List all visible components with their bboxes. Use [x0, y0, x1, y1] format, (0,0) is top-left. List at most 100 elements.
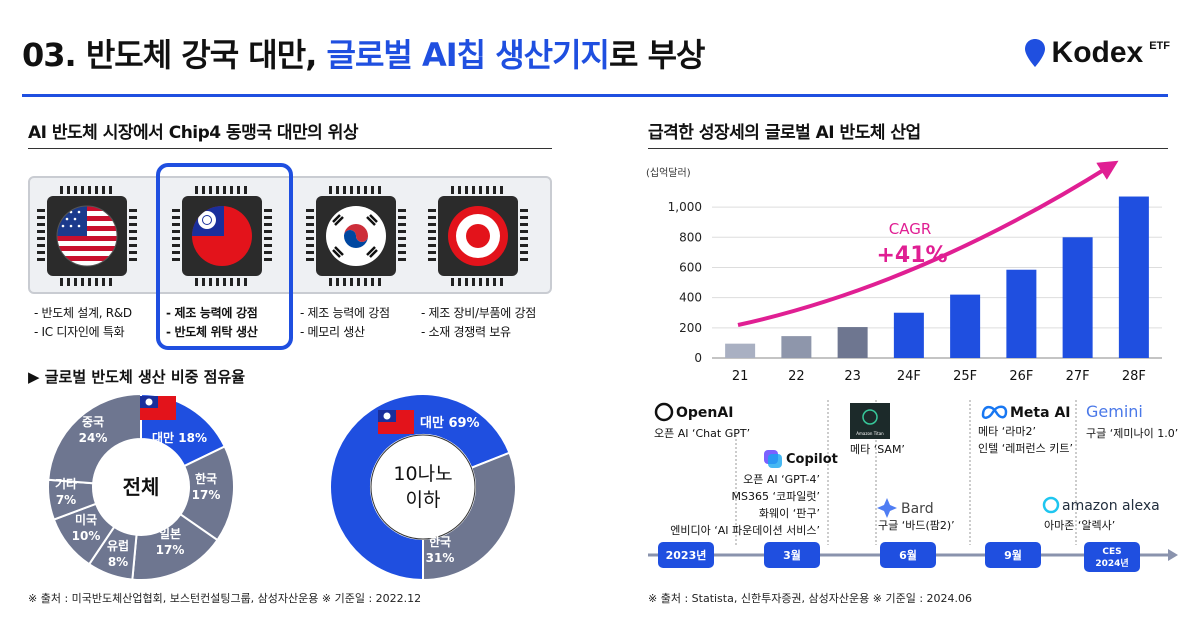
label-10nm-korea-pct: 31%	[426, 551, 455, 565]
donut-total-segments	[47, 392, 235, 581]
label-china: 중국	[82, 415, 104, 429]
event-openai: OpenAI 오픈 AI ‘Chat GPT’	[654, 402, 750, 440]
svg-text:3월: 3월	[783, 548, 801, 562]
left-source: ※ 출처 : 미국반도체산업협회, 보스턴컨설팅그룹, 삼성자산운용 ※ 기준일…	[28, 592, 422, 605]
svg-text:메타 ‘라마2’: 메타 ‘라마2’	[978, 425, 1036, 438]
ai-timeline: 2023년 3월 6월 9월 CES 2024년 OpenAI 오픈 AI ‘C…	[648, 400, 1178, 572]
svg-text:오픈 AI ‘Chat GPT’: 오픈 AI ‘Chat GPT’	[654, 427, 750, 440]
svg-text:화웨이 ‘판구’: 화웨이 ‘판구’	[759, 507, 820, 520]
svg-text:amazon alexa: amazon alexa	[1062, 498, 1160, 514]
bar-23	[837, 327, 868, 358]
event-copilot: Copilot 오픈 AI ‘GPT-4’ MS365 ‘코파일럿’ 화웨이 ‘…	[670, 450, 838, 537]
left-section-title: AI 반도체 시장에서 Chip4 동맹국 대만의 위상	[28, 123, 359, 143]
y-tick-labels: 0 200 400 600 800 1,000	[668, 200, 702, 365]
chart-bars	[725, 196, 1149, 358]
svg-text:MS365 ‘코파일럿’: MS365 ‘코파일럿’	[732, 489, 820, 503]
y-tick-label: 0	[694, 351, 702, 365]
bar-26F	[1006, 269, 1037, 358]
x-tick-label: 22	[788, 369, 805, 384]
label-korea-pct: 17%	[192, 488, 221, 502]
donut-10nm: 대만 69% 10나노 이하 한국 31%	[329, 393, 517, 582]
location-pin-icon	[1024, 39, 1045, 67]
chip-us	[37, 186, 137, 286]
donut-total: 전체 대만 18% 한국 17% 일본 17% 유럽 8% 미국 10% 기타 …	[47, 392, 235, 581]
share-title: ▶ 글로벌 반도체 생산 비중 점유율	[28, 368, 246, 386]
event-gemini: Gemini 구글 ‘제미나이 1.0’	[1086, 402, 1178, 440]
label-europe-pct: 8%	[108, 555, 128, 569]
alexa-icon	[1042, 496, 1060, 514]
badge-september: 9월	[985, 542, 1041, 568]
svg-text:9월: 9월	[1004, 548, 1022, 562]
gemini-logo: Gemini	[1086, 402, 1143, 421]
taiwan-flag-icon	[140, 396, 176, 420]
chip-desc-korea: - 제조 능력에 강점 - 메모리 생산	[300, 306, 390, 339]
event-meta-ai: Meta AI 메타 ‘라마2’ 인텔 ‘레퍼런스 키트’	[978, 405, 1073, 455]
kodex-logo: Kodex ETF	[1024, 36, 1170, 70]
svg-text:엔비디아 ‘AI 파운데이션 서비스’: 엔비디아 ‘AI 파운데이션 서비스’	[670, 524, 820, 537]
label-japan: 일본	[159, 527, 181, 541]
right-section-title: 급격한 성장세의 글로벌 AI 반도체 산업	[648, 123, 921, 143]
svg-text:구글 ‘바드(팜2)’: 구글 ‘바드(팜2)’	[878, 519, 955, 532]
svg-text:2023년: 2023년	[666, 548, 707, 562]
svg-text:인텔 ‘레퍼런스 키트’: 인텔 ‘레퍼런스 키트’	[978, 442, 1073, 455]
bar-27F	[1062, 237, 1093, 358]
chip-desc-japan: - 제조 장비/부품에 강점 - 소재 경쟁력 보유	[421, 306, 536, 339]
bar-21	[725, 343, 756, 358]
svg-text:Amazon Titan: Amazon Titan	[856, 431, 884, 436]
cagr-arrow	[737, 160, 1119, 327]
event-meta-sam: Amazon Titan 메타 ‘SAM’	[850, 403, 905, 456]
badge-2023: 2023년	[658, 542, 714, 568]
chip-japan	[428, 186, 528, 286]
y-axis-unit: (십억달러)	[646, 167, 691, 179]
bar-25F	[950, 294, 981, 358]
x-tick-label: 28F	[1122, 369, 1146, 384]
taiwan-highlight-frame	[156, 163, 293, 350]
label-usa: 미국	[75, 512, 97, 527]
badge-march: 3월	[764, 542, 820, 568]
header-divider	[22, 94, 1168, 97]
right-section-rule	[648, 148, 1168, 149]
korea-flag-icon	[326, 206, 386, 266]
amazon-titan-icon	[850, 403, 890, 439]
x-tick-label: 24F	[897, 369, 921, 384]
svg-text:2024년: 2024년	[1095, 557, 1128, 569]
bar-chart: (십억달러) 0 200 400 600 800 1,000 21 22 23 24F 25F 26…	[646, 160, 1162, 384]
badge-june: 6월	[880, 542, 936, 568]
badge-ces-2024: CES 2024년	[1084, 542, 1140, 572]
right-source: ※ 출처 : Statista, 신한투자증권, 삼성자산운용 ※ 기준일 : …	[648, 592, 973, 605]
bar-28F	[1118, 196, 1149, 358]
y-tick-label: 1,000	[668, 200, 702, 214]
label-korea: 한국	[195, 471, 217, 486]
label-other: 기타	[55, 476, 77, 491]
left-section-rule	[28, 148, 552, 149]
bar-22	[781, 336, 812, 358]
event-bard: Bard 구글 ‘바드(팜2)’	[877, 498, 955, 532]
cagr-value: +41%	[876, 243, 947, 268]
bard-sparkle-icon	[877, 498, 897, 518]
svg-text:Bard: Bard	[901, 501, 934, 517]
y-tick-label: 600	[679, 260, 702, 274]
x-tick-label: 27F	[1066, 369, 1090, 384]
y-tick-label: 200	[679, 321, 702, 335]
japan-flag-icon	[448, 206, 508, 266]
label-usa-pct: 10%	[72, 529, 101, 543]
label-taiwan: 대만 18%	[152, 430, 207, 445]
copilot-icon	[764, 450, 782, 468]
y-tick-label: 800	[679, 230, 702, 244]
x-tick-label: 26F	[1009, 369, 1033, 384]
x-tick-label: 21	[732, 369, 749, 384]
chip-desc-taiwan: - 제조 능력에 강점 - 반도체 위탁 생산	[166, 306, 258, 339]
y-tick-label: 400	[679, 291, 702, 305]
label-japan-pct: 17%	[156, 543, 185, 557]
chip-desc-us: - 반도체 설계, R&D - IC 디자인에 특화	[34, 306, 132, 339]
svg-text:6월: 6월	[899, 548, 917, 562]
taiwan-flag-icon	[378, 410, 414, 434]
timeline-arrow-icon	[1168, 549, 1178, 561]
page-title-highlight: 글로벌 AI칩 생산기지	[326, 36, 610, 74]
chip-taiwan	[172, 186, 272, 286]
svg-text:오픈 AI ‘GPT-4’: 오픈 AI ‘GPT-4’	[743, 473, 820, 486]
meta-infinity-icon	[981, 405, 1008, 419]
taiwan-flag-icon	[192, 206, 252, 266]
label-10nm-taiwan: 대만 69%	[420, 415, 480, 431]
event-alexa: amazon alexa 아마존 ‘알렉사’	[1042, 496, 1160, 532]
